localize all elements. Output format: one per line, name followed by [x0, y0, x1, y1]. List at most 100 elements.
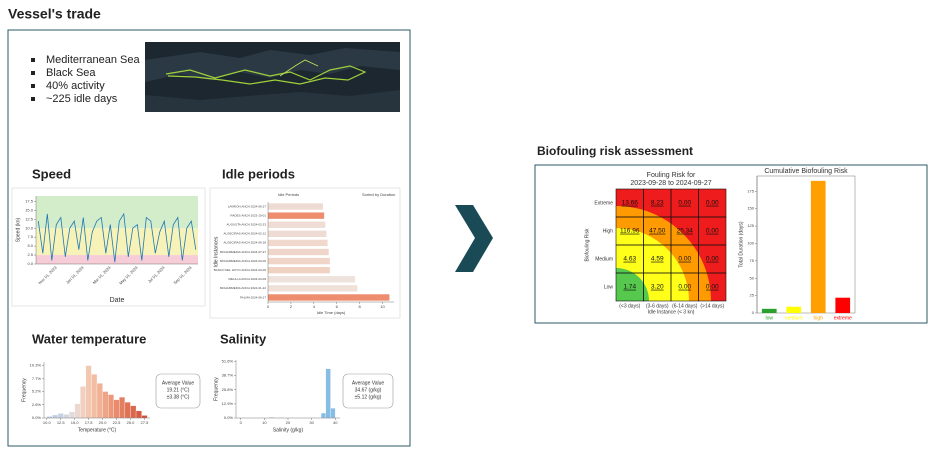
- hist-bar: [96, 383, 103, 419]
- hist-bar: [330, 408, 336, 419]
- x-tick-label: 10: [380, 304, 385, 309]
- zone-low: [616, 268, 649, 301]
- stats-text: ±3.38 (°C): [167, 394, 190, 400]
- right-panel: [534, 164, 928, 324]
- y-tick-label: 7.5: [27, 234, 33, 239]
- row-label: Low: [604, 284, 614, 290]
- chart-title: Fouling Risk for: [647, 172, 696, 179]
- x-axis-label: Temperature (°C): [78, 427, 117, 433]
- hist-bar: [68, 411, 75, 419]
- cell-label: 3.20: [651, 284, 664, 291]
- y-axis-label: Idle Instances: [213, 236, 219, 267]
- idle-bar: [268, 257, 330, 265]
- idle-bar: [268, 221, 326, 228]
- cell-label: 0.00: [678, 200, 691, 207]
- y-axis-label: Biofouling Risk: [584, 228, 590, 262]
- idle-bar: [268, 203, 323, 210]
- y-tick-label: 175: [747, 188, 754, 193]
- row-label: High: [603, 228, 614, 234]
- y-tick-label: 2.6%: [32, 402, 42, 407]
- idle-bar: [268, 285, 358, 292]
- x-tick-label: 17.5: [85, 420, 94, 425]
- hist-bar: [52, 414, 59, 419]
- idle-bar: [268, 248, 329, 256]
- y-axis-label: Total Duration (days): [738, 221, 744, 267]
- bullet-dot: [31, 84, 35, 88]
- x-tick-label: 20: [286, 420, 291, 425]
- map-land: [145, 48, 400, 82]
- y-tick-label: PALMA 2024-06-17: [240, 295, 266, 299]
- bullet-dot: [31, 71, 35, 75]
- x-tick-label: 40: [333, 420, 338, 425]
- section-title: Water temperature: [32, 331, 146, 346]
- hist-bar: [325, 368, 331, 419]
- hist-bar: [135, 410, 142, 419]
- hist-bar: [63, 414, 70, 419]
- y-tick-label: AUGUSTA ANCH 2024-02-23: [227, 223, 267, 227]
- bullet-dot: [31, 58, 35, 62]
- y-tick-label: 12.9%: [222, 401, 234, 406]
- stats-text: 34.67 (g/kg): [355, 387, 382, 393]
- hist-bar: [124, 402, 131, 419]
- stats-text: Average Value: [352, 380, 385, 386]
- idle-bar: [268, 212, 325, 219]
- map-route: [279, 59, 319, 77]
- x-tick-label: 27.5: [141, 420, 150, 425]
- y-tick-label: BANCO DEL HOYO ANCH 2024-03-06: [214, 268, 267, 272]
- section-title: Speed: [32, 166, 71, 181]
- idle-bar: [268, 230, 327, 237]
- y-tick-label: MOHAMMEDIA ANCH 2024-03-06: [220, 259, 267, 263]
- arrow: [455, 205, 493, 272]
- cell-label: 4.63: [623, 256, 636, 263]
- heat-cell: [698, 272, 727, 302]
- y-tick-label: 10.0: [25, 225, 34, 230]
- x-tick-label: 4: [313, 304, 316, 309]
- idle-bar: [268, 239, 328, 247]
- y-tick-label: RADES ANCH 2023-10-01: [230, 213, 266, 217]
- x-axis-label: Idle Time (days): [317, 310, 346, 315]
- column-label: (6-14 days): [672, 303, 698, 309]
- hist-bar: [85, 365, 92, 419]
- left-panel: [7, 29, 411, 447]
- x-tick-label: medium: [785, 315, 803, 321]
- map-land: [145, 90, 400, 112]
- x-tick-label: 0: [240, 420, 243, 425]
- cell-label: 0.00: [678, 256, 691, 263]
- section-title: Biofouling risk assessment: [537, 144, 693, 158]
- y-tick-label: 100: [747, 241, 754, 246]
- bullet-text: Black Sea: [46, 67, 96, 79]
- y-tick-label: 50: [750, 275, 755, 280]
- stats-text: Average Value: [162, 380, 195, 386]
- chart-subtitle: Sorted by Duration: [362, 192, 395, 197]
- y-tick-label: ALGECIRAS ANCH 2024-02-12: [223, 232, 266, 236]
- risk-bar: [835, 297, 851, 313]
- cell-label: 0.00: [706, 256, 719, 263]
- y-tick-label: 25: [750, 293, 755, 298]
- y-tick-label: 25.8%: [222, 387, 234, 392]
- y-tick-label: 150: [747, 206, 754, 211]
- y-tick-label: ALGECIRAS ANCH 2024-06-18: [223, 241, 266, 245]
- y-tick-label: 75: [750, 258, 755, 263]
- y-axis-label: Frequency: [213, 377, 219, 401]
- cell-label: 0.00: [706, 228, 719, 235]
- x-tick-label: 25.0: [127, 420, 136, 425]
- y-tick-label: MOHAMMEDIA ANCH 2024-01-22: [220, 286, 267, 290]
- section-title: Idle periods: [222, 166, 295, 181]
- y-axis-label: Speed (kn): [15, 217, 21, 242]
- hist-bar: [130, 405, 137, 419]
- hist-bar: [113, 399, 120, 419]
- x-axis-label: Salinity (g/kg): [273, 427, 304, 433]
- bullet-dot: [31, 97, 35, 101]
- slide-title: Vessel's trade: [8, 6, 101, 22]
- hist-bar: [141, 415, 148, 419]
- speed-line: [37, 212, 197, 263]
- y-tick-label: MELILLA ANCH 2024-03-09: [228, 277, 266, 281]
- risk-bar: [810, 180, 826, 313]
- stats-text: 19.21 (°C): [167, 387, 190, 393]
- map-route: [165, 65, 367, 85]
- hist-bar: [108, 394, 114, 419]
- route-map: [145, 42, 400, 112]
- y-tick-label: 10.3%: [30, 363, 42, 368]
- cell-label: 0.00: [706, 284, 719, 291]
